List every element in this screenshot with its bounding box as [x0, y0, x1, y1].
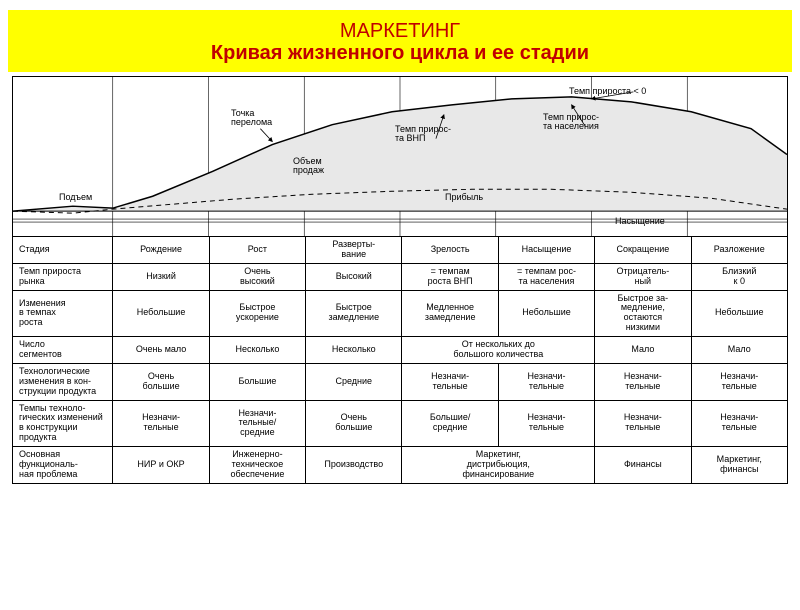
chart-label-temp_nasel: Темп прирос-та населения	[543, 113, 599, 132]
table-cell: = темпамроста ВНП	[402, 263, 498, 290]
table-cell: Зрелость	[402, 237, 498, 264]
table-cell: Разложение	[691, 237, 787, 264]
lifecycle-chart: Подъем Точкаперелома Объемпродаж Темп приро…	[12, 76, 788, 236]
table-cell: Низкий	[113, 263, 209, 290]
table-cell: Быстрое за-медление,остаютсянизкими	[595, 290, 691, 337]
table-cell: Маркетинг,финансы	[691, 447, 787, 484]
table-cell: Незначи-тельные/средние	[209, 400, 305, 447]
table-cell: Производство	[306, 447, 402, 484]
row-head: Темпы техноло-гических измененийв констр…	[13, 400, 113, 447]
table-cell: Незначи-тельные	[691, 363, 787, 400]
table-cell: Незначи-тельные	[498, 400, 594, 447]
table-cell: Оченьбольшие	[113, 363, 209, 400]
header-title: МАРКЕТИНГ	[8, 20, 792, 42]
table-cell: Мало	[595, 337, 691, 364]
chart-label-obyem_prodazh: Объемпродаж	[293, 157, 324, 176]
table-cell: Очень мало	[113, 337, 209, 364]
table-cell: Рождение	[113, 237, 209, 264]
chart-label-tochka_pereloma: Точкаперелома	[231, 109, 272, 128]
lifecycle-table: СтадияРождениеРостРазверты-ваниеЗрелость…	[12, 236, 788, 484]
table-cell: Быстроеускорение	[209, 290, 305, 337]
table-cell: Небольшие	[498, 290, 594, 337]
table-cell: Несколько	[306, 337, 402, 364]
table-cell: Незначи-тельные	[402, 363, 498, 400]
table-cell: Инженерно-техническоеобеспечение	[209, 447, 305, 484]
table-row: ЧислосегментовОчень малоНесколькоНесколь…	[13, 337, 788, 364]
table-cell: Насыщение	[498, 237, 594, 264]
table-cell: От нескольких добольшого количества	[402, 337, 595, 364]
row-head: Основнаяфункциональ-ная проблема	[13, 447, 113, 484]
table-cell: Незначи-тельные	[691, 400, 787, 447]
table-cell: Незначи-тельные	[595, 400, 691, 447]
table-row: Основнаяфункциональ-ная проблемаНИР и ОК…	[13, 447, 788, 484]
table-cell: Незначи-тельные	[113, 400, 209, 447]
slide-header: МАРКЕТИНГ Кривая жизненного цикла и ее с…	[8, 10, 792, 72]
table-cell: Незначи-тельные	[498, 363, 594, 400]
chart-label-podyem: Подъем	[59, 193, 92, 202]
chart-label-temp_vnp: Темп прирос-та ВНП	[395, 125, 451, 144]
row-head: Измененияв темпахроста	[13, 290, 113, 337]
table-row: СтадияРождениеРостРазверты-ваниеЗрелость…	[13, 237, 788, 264]
table-row: Темпы техноло-гических измененийв констр…	[13, 400, 788, 447]
table-cell: Рост	[209, 237, 305, 264]
chart-svg	[13, 77, 787, 236]
header-subtitle: Кривая жизненного цикла и ее стадии	[8, 42, 792, 64]
chart-label-temp_lt0: Темп прироста < 0	[569, 87, 646, 96]
table-cell: Небольшие	[113, 290, 209, 337]
table-cell: Несколько	[209, 337, 305, 364]
table-cell: Небольшие	[691, 290, 787, 337]
table-cell: Разверты-вание	[306, 237, 402, 264]
chart-label-nasyschenie: Насыщение	[615, 217, 665, 226]
table-cell: Высокий	[306, 263, 402, 290]
row-head: Темп приростарынка	[13, 263, 113, 290]
table-cell: Незначи-тельные	[595, 363, 691, 400]
table-cell: Средние	[306, 363, 402, 400]
row-head: Технологическиеизменения в кон-струкции …	[13, 363, 113, 400]
table-cell: Сокращение	[595, 237, 691, 264]
table-row: Технологическиеизменения в кон-струкции …	[13, 363, 788, 400]
table-cell: Отрицатель-ный	[595, 263, 691, 290]
table-cell: НИР и ОКР	[113, 447, 209, 484]
chart-label-pribyl: Прибыль	[445, 193, 483, 202]
table-row: Темп приростарынкаНизкийОченьвысокийВысо…	[13, 263, 788, 290]
table-cell: Маркетинг,дистрибьюция,финансирование	[402, 447, 595, 484]
table-cell: Оченьвысокий	[209, 263, 305, 290]
table-cell: = темпам рос-та населения	[498, 263, 594, 290]
row-head: Числосегментов	[13, 337, 113, 364]
table-cell: Медленноезамедление	[402, 290, 498, 337]
table-cell: Близкийк 0	[691, 263, 787, 290]
table-cell: Мало	[691, 337, 787, 364]
table-cell: Оченьбольшие	[306, 400, 402, 447]
row-head: Стадия	[13, 237, 113, 264]
table-cell: Большие/средние	[402, 400, 498, 447]
table-cell: Большие	[209, 363, 305, 400]
table-row: Измененияв темпахростаНебольшиеБыстроеус…	[13, 290, 788, 337]
table-cell: Быстроезамедление	[306, 290, 402, 337]
table-cell: Финансы	[595, 447, 691, 484]
